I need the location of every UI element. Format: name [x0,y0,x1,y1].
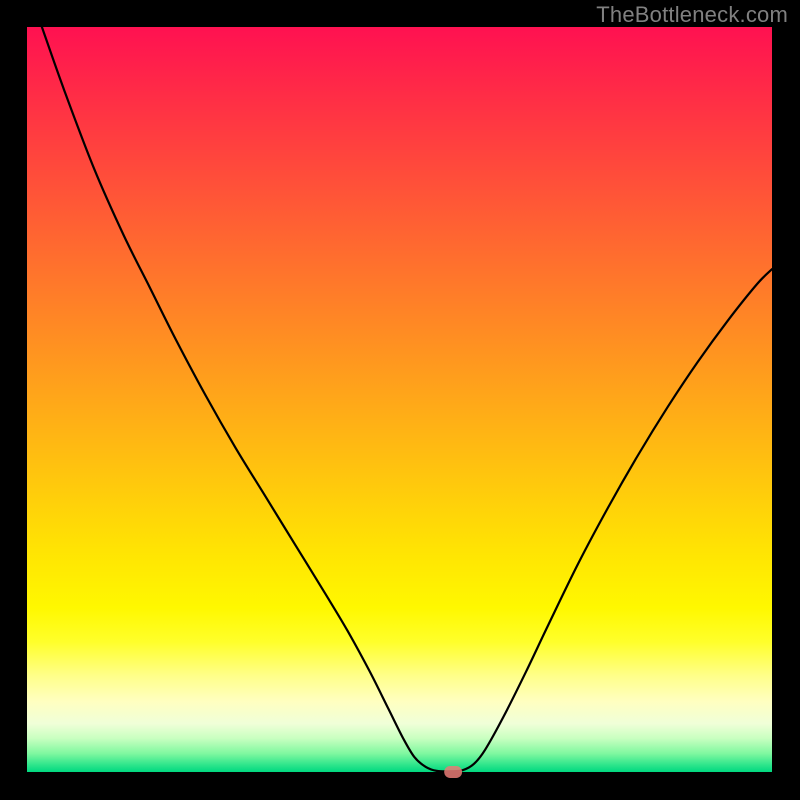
watermark-text: TheBottleneck.com [596,2,788,28]
plot-background [27,27,772,772]
chart-container: TheBottleneck.com [0,0,800,800]
bottleneck-curve-chart [0,0,800,800]
minimum-marker [444,766,462,778]
